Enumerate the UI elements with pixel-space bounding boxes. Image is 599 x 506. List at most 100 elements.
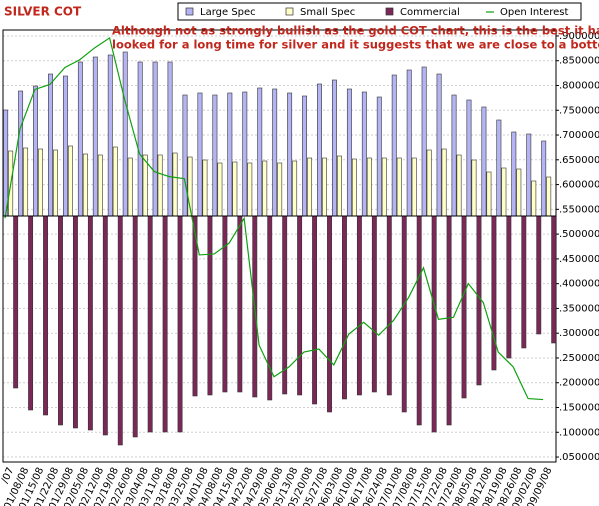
y2-tick-label: .850000: [559, 56, 599, 67]
bar: [317, 83, 322, 217]
bar: [381, 157, 387, 217]
bar: [506, 215, 512, 359]
bar: [152, 61, 158, 217]
bar: [351, 158, 357, 217]
bar: [177, 215, 183, 433]
annotation: Although not as strongly bullish as the …: [112, 24, 599, 38]
bar: [461, 215, 467, 399]
y2-tick-label: .300000: [559, 328, 599, 339]
bar: [536, 215, 542, 335]
bar: [411, 157, 417, 217]
bar: [232, 161, 238, 217]
bar: [396, 157, 402, 217]
y2-tick-label: .450000: [559, 254, 599, 265]
bar: [297, 215, 303, 396]
bar: [3, 109, 9, 217]
bar: [33, 85, 38, 217]
line: [4, 36, 544, 401]
bar: [222, 215, 228, 393]
legend-label: Commercial: [400, 7, 460, 18]
bar: [476, 215, 482, 386]
bar: [401, 215, 407, 413]
bar: [207, 215, 213, 396]
bar: [182, 94, 188, 217]
bar: [197, 92, 203, 217]
bar: [117, 215, 123, 446]
bar: [242, 91, 248, 217]
bar: [77, 61, 83, 217]
bar: [516, 168, 522, 217]
bar: [327, 215, 332, 413]
y2-tick-label: .050000: [559, 452, 599, 463]
bar: [337, 155, 342, 217]
y2-tick-label: .200000: [559, 378, 599, 389]
bar: [521, 215, 527, 349]
bar: [426, 149, 432, 217]
bar: [491, 215, 497, 371]
bar: [227, 92, 233, 217]
bar: [302, 95, 308, 217]
bar: [257, 87, 263, 217]
bar: [431, 215, 437, 433]
bar: [391, 74, 397, 217]
bar: [546, 176, 552, 217]
bar: [361, 91, 367, 217]
bar: [356, 215, 362, 396]
bar: [122, 51, 128, 217]
bar: [531, 180, 537, 217]
bar: [262, 160, 268, 217]
bar: [102, 215, 108, 436]
y2-tick-label: .900000: [559, 31, 599, 42]
bar: [48, 73, 53, 217]
bar: [416, 215, 422, 426]
y2-tick-label: .100000: [559, 427, 599, 438]
bar: [332, 79, 337, 217]
bar: [466, 99, 472, 217]
bar: [322, 157, 327, 217]
bar: [312, 215, 318, 405]
bar: [481, 106, 487, 217]
bar: [451, 94, 457, 217]
bar: [67, 145, 73, 217]
bar: [13, 215, 19, 389]
bar: [421, 66, 427, 217]
bar: [456, 154, 462, 217]
bar: [496, 119, 502, 217]
y2-tick-label: .750000: [559, 105, 599, 116]
bar: [371, 215, 377, 393]
bar: [386, 215, 392, 396]
bar: [137, 61, 143, 217]
legend-label: Large Spec: [200, 7, 256, 18]
legend-box: [177, 2, 582, 21]
annotation: looked for a long time for silver and it…: [112, 38, 599, 52]
bar: [272, 88, 278, 217]
bar: [107, 54, 113, 217]
bar: [202, 159, 208, 217]
bar: [287, 92, 293, 217]
y2-tick-label: .350000: [559, 303, 599, 314]
bar: [132, 215, 138, 438]
y2-tick-label: .700000: [559, 130, 599, 141]
bar: [526, 133, 532, 217]
bar: [82, 153, 88, 217]
y2-tick-label: .400000: [559, 279, 599, 290]
bar: [127, 157, 133, 217]
bar: [97, 154, 103, 217]
bar: [237, 215, 243, 393]
legend: Large Spec Small Spec Commercial Open Inter…: [177, 2, 582, 21]
bar: [43, 215, 48, 416]
bar: [62, 75, 68, 217]
bar: [501, 167, 507, 217]
legend-label: Open Interest: [500, 7, 569, 18]
y2-tick-label: .650000: [559, 155, 599, 166]
bar: [167, 61, 173, 217]
bar: [376, 96, 382, 217]
bar: [92, 56, 98, 217]
y2-tick-label: .250000: [559, 353, 599, 364]
chart-title: SILVER COT: [4, 5, 82, 19]
bar: [142, 154, 148, 217]
y2-tick-label: .500000: [559, 229, 599, 240]
bar: [541, 140, 547, 217]
bar: [267, 215, 273, 401]
bar: [511, 131, 517, 217]
